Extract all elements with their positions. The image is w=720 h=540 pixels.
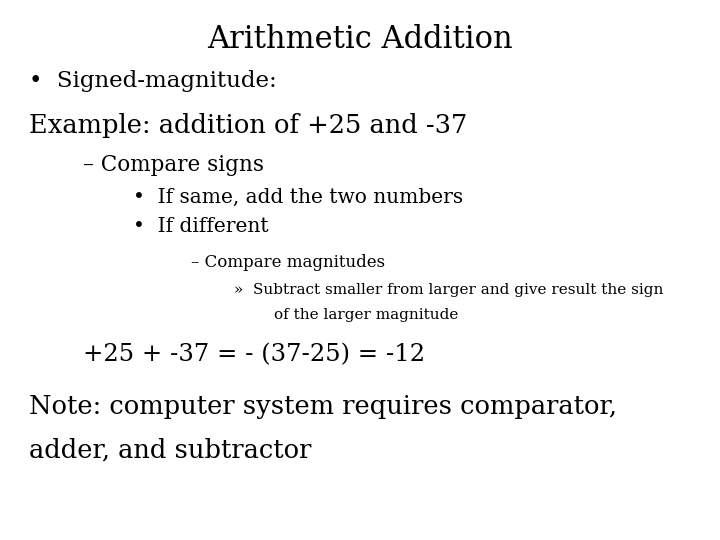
Text: »  Subtract smaller from larger and give result the sign: » Subtract smaller from larger and give … [234,283,663,297]
Text: of the larger magnitude: of the larger magnitude [274,308,458,322]
Text: Note: computer system requires comparator,: Note: computer system requires comparato… [29,394,617,419]
Text: – Compare signs: – Compare signs [83,154,264,176]
Text: •  If same, add the two numbers: • If same, add the two numbers [133,188,464,207]
Text: •  Signed-magnitude:: • Signed-magnitude: [29,70,276,92]
Text: +25 + -37 = - (37-25) = -12: +25 + -37 = - (37-25) = -12 [83,343,425,366]
Text: Arithmetic Addition: Arithmetic Addition [207,24,513,55]
Text: – Compare magnitudes: – Compare magnitudes [191,254,385,271]
Text: adder, and subtractor: adder, and subtractor [29,437,311,462]
Text: •  If different: • If different [133,217,269,236]
Text: Example: addition of +25 and -37: Example: addition of +25 and -37 [29,113,467,138]
